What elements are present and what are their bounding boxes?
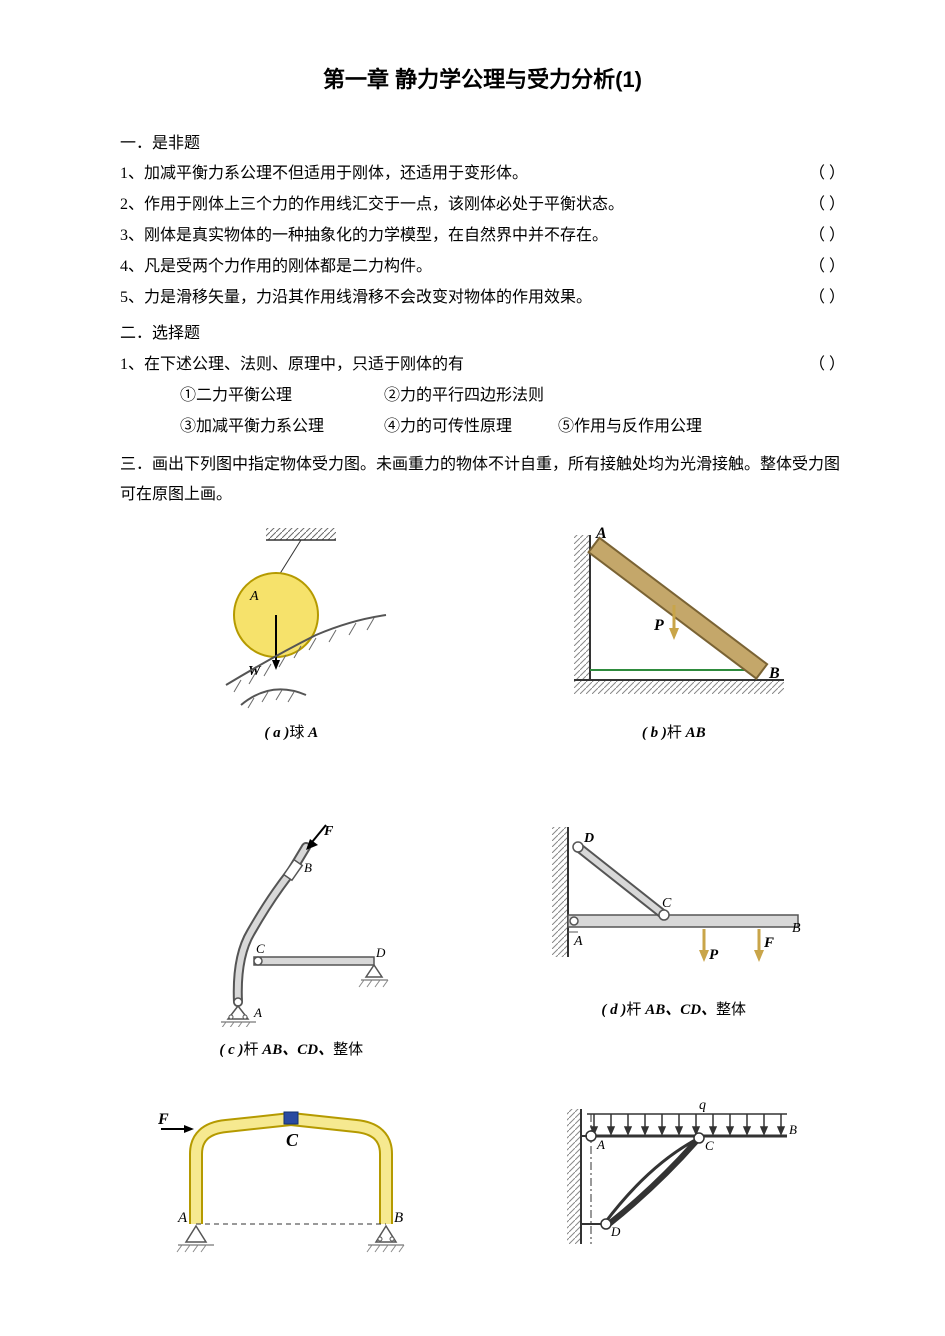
figure-d: A B D C P F ( d )杆 AB、CD、整体 [503, 817, 846, 1064]
label-c-D: D [375, 945, 386, 960]
label-b-A: A [595, 525, 607, 542]
section-1-head: 一．是非题 [120, 130, 845, 159]
figure-c: F B C D A ( c )杆 AB、CD、整体 [120, 817, 463, 1064]
label-c-B: B [304, 860, 312, 875]
section-2-head: 二．选择题 [120, 320, 845, 349]
cap-d-extra: 整体 [716, 1002, 746, 1018]
cap-c-label: ( c ) [219, 1042, 243, 1058]
label-c-F: F [323, 824, 334, 839]
opt-2: ②力的平行四边形法则 [384, 387, 544, 404]
cap-d-text: 杆 [626, 1002, 641, 1018]
q1-2-text: 2、作用于刚体上三个力的作用线汇交于一点，该刚体必处于平衡状态。 [120, 191, 624, 220]
opt-1: ①二力平衡公理 [180, 382, 380, 411]
q2-1: 1、在下述公理、法则、原理中，只适于刚体的有 （ ） [120, 351, 845, 380]
label-f-B: B [789, 1122, 797, 1137]
cap-b-label: ( b ) [642, 725, 667, 741]
label-c-C: C [256, 941, 265, 956]
q2-1-opts1: ①二力平衡公理 ②力的平行四边形法则 [120, 382, 845, 411]
cap-b-var: AB [682, 725, 706, 741]
figure-e: C F A B [120, 1094, 463, 1264]
q1-2-paren: （ ） [799, 191, 845, 220]
opt-5: ⑤作用与反作用公理 [558, 418, 702, 435]
label-a-A: A [249, 589, 259, 604]
figure-a: A W [120, 520, 463, 747]
q1-5-paren: （ ） [799, 284, 845, 313]
q2-1-paren: （ ） [799, 351, 845, 380]
figure-b: A B P ( b )杆 AB [503, 520, 846, 747]
q1-1: 1、加减平衡力系公理不但适用于刚体，还适用于变形体。 （ ） [120, 160, 845, 189]
q1-4: 4、凡是受两个力作用的刚体都是二力构件。 （ ） [120, 253, 845, 282]
caption-b: ( b )杆 AB [503, 720, 846, 747]
cap-b-text: 杆 [667, 725, 682, 741]
label-e-A: A [177, 1210, 188, 1226]
cap-d-label: ( d ) [601, 1002, 626, 1018]
page-title: 第一章 静力学公理与受力分析(1) [120, 60, 845, 100]
caption-a: ( a )球 A [120, 720, 463, 747]
cap-a-text: 球 [289, 725, 304, 741]
q1-3: 3、刚体是真实物体的一种抽象化的力学模型，在自然界中并不存在。 （ ） [120, 222, 845, 251]
label-d-C: C [662, 896, 672, 911]
cap-a-label: ( a ) [264, 725, 289, 741]
label-e-F: F [157, 1111, 169, 1128]
figure-b-svg: A B P [544, 520, 804, 710]
label-e-B: B [394, 1210, 403, 1226]
label-d-P: P [709, 947, 719, 963]
caption-d: ( d )杆 AB、CD、整体 [503, 997, 846, 1024]
q1-4-text: 4、凡是受两个力作用的刚体都是二力构件。 [120, 253, 432, 282]
q1-3-paren: （ ） [799, 222, 845, 251]
figure-f-svg: q A B C D [539, 1094, 809, 1254]
label-d-F: F [763, 935, 774, 951]
q1-1-text: 1、加减平衡力系公理不但适用于刚体，还适用于变形体。 [120, 160, 528, 189]
q1-5: 5、力是滑移矢量，力沿其作用线滑移不会改变对物体的作用效果。 （ ） [120, 284, 845, 313]
caption-c: ( c )杆 AB、CD、整体 [120, 1037, 463, 1064]
q2-1-text: 1、在下述公理、法则、原理中，只适于刚体的有 [120, 351, 464, 380]
cap-a-var: A [304, 725, 318, 741]
opt-3: ③加减平衡力系公理 [180, 413, 380, 442]
label-b-P: P [653, 617, 664, 634]
opt-4: ④力的可传性原理 [384, 413, 554, 442]
label-b-B: B [768, 665, 780, 682]
label-d-D: D [583, 831, 594, 846]
section-3-head: 三．画出下列图中指定物体受力图。未画重力的物体不计自重，所有接触处均为光滑接触。… [120, 450, 845, 511]
q1-5-text: 5、力是滑移矢量，力沿其作用线滑移不会改变对物体的作用效果。 [120, 284, 592, 313]
label-f-q: q [699, 1098, 706, 1113]
cap-c-text: 杆 [244, 1042, 259, 1058]
cap-c-vars: AB、CD、 [259, 1042, 334, 1058]
q1-2: 2、作用于刚体上三个力的作用线汇交于一点，该刚体必处于平衡状态。 （ ） [120, 191, 845, 220]
q1-3-text: 3、刚体是真实物体的一种抽象化的力学模型，在自然界中并不存在。 [120, 222, 608, 251]
label-c-A: A [253, 1005, 262, 1020]
figure-c-svg: F B C D A [176, 817, 406, 1027]
label-d-A: A [573, 934, 583, 949]
q1-1-paren: （ ） [799, 160, 845, 189]
label-f-C: C [705, 1138, 714, 1153]
figure-d-svg: A B D C P F [534, 817, 814, 987]
label-d-B: B [792, 921, 801, 936]
q2-1-opts2: ③加减平衡力系公理 ④力的可传性原理 ⑤作用与反作用公理 [120, 413, 845, 442]
label-e-C: C [286, 1130, 299, 1150]
label-f-A: A [596, 1137, 605, 1152]
cap-d-vars: AB、CD、 [641, 1002, 716, 1018]
figure-f: q A B C D [503, 1094, 846, 1264]
figure-e-svg: C F A B [146, 1094, 436, 1254]
figures-grid: A W [120, 520, 845, 1264]
cap-c-extra: 整体 [333, 1042, 363, 1058]
q1-4-paren: （ ） [799, 253, 845, 282]
label-f-D: D [610, 1224, 621, 1239]
figure-a-svg: A W [186, 520, 396, 710]
